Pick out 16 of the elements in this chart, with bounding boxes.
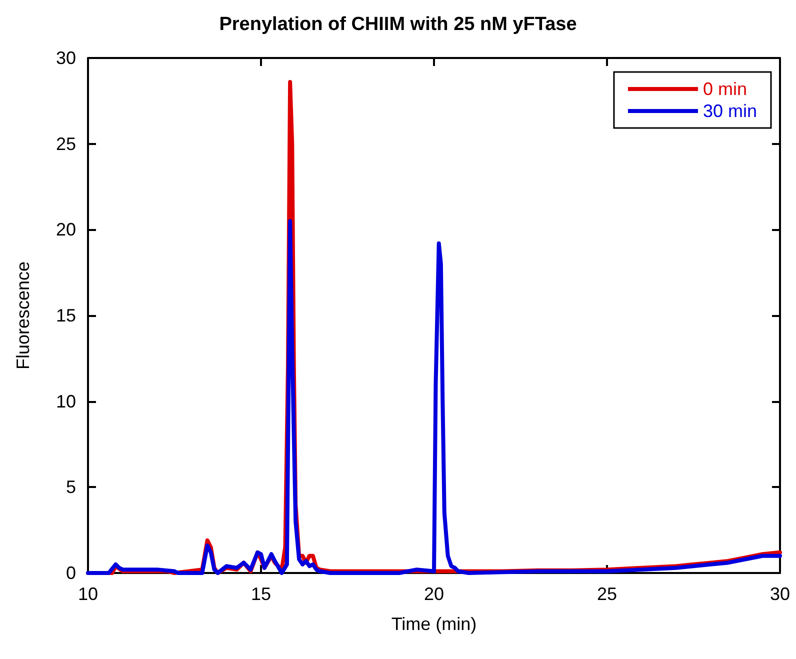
legend-label: 0 min [702, 79, 747, 99]
x-tick-label: 20 [424, 584, 444, 604]
legend-label: 30 min [702, 101, 758, 121]
x-tick-label: 30 [770, 584, 790, 604]
y-tick-label: 0 [66, 563, 76, 583]
y-tick-label: 25 [56, 134, 76, 154]
x-tick-label: 15 [250, 584, 272, 604]
y-tick-label: 5 [66, 477, 76, 498]
y-tick-label: 10 [56, 391, 76, 412]
y-tick-label: 20 [56, 220, 76, 240]
x-axis-title: Time (min) [391, 614, 477, 634]
x-tick-label: 25 [596, 584, 618, 604]
y-axis-title: Fluorescence [13, 261, 33, 370]
y-tick-label: 15 [56, 306, 76, 326]
y-tick-label: 30 [56, 48, 76, 68]
chart-title: Prenylation of CHIIM with 25 nM yFTase [219, 14, 577, 35]
